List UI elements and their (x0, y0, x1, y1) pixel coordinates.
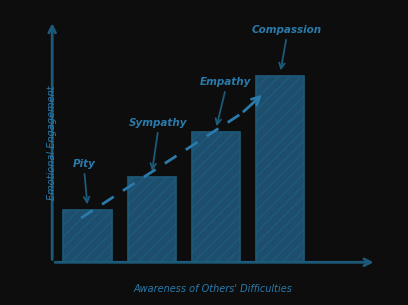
Bar (63, 210, 111, 262)
Bar (128, 177, 176, 262)
Text: Awareness of Others' Difficulties: Awareness of Others' Difficulties (133, 284, 292, 294)
Bar (256, 76, 304, 262)
Text: Emotional Engagement: Emotional Engagement (47, 86, 57, 200)
Text: Compassion: Compassion (251, 25, 322, 35)
Text: Pity: Pity (73, 159, 96, 169)
Text: Sympathy: Sympathy (129, 118, 187, 128)
Text: Empathy: Empathy (200, 77, 251, 87)
Bar (192, 132, 240, 262)
